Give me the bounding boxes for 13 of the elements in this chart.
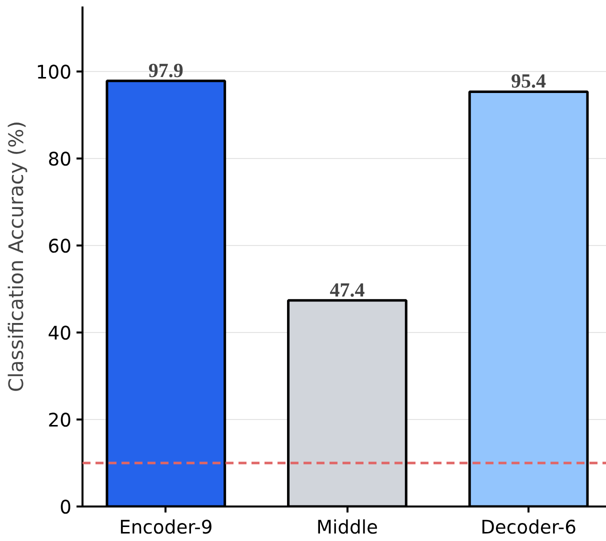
y-tick-label: 0	[60, 498, 72, 518]
x-tick-label: Encoder-9	[119, 518, 213, 538]
x-tick-label: Middle	[316, 518, 378, 538]
data-label: 95.4	[511, 70, 546, 93]
y-tick-label: 40	[48, 324, 72, 345]
y-tick-label: 60	[48, 236, 72, 258]
y-axis-title: Classification Accuracy (%)	[4, 121, 28, 392]
y-tick-label: 20	[48, 410, 72, 432]
y-tick-label: 100	[36, 62, 72, 84]
x-tick-label: Decoder-6	[480, 518, 576, 538]
data-label: 47.4	[330, 279, 365, 302]
data-label: 97.9	[148, 60, 184, 82]
y-tick-label: 80	[48, 150, 72, 171]
